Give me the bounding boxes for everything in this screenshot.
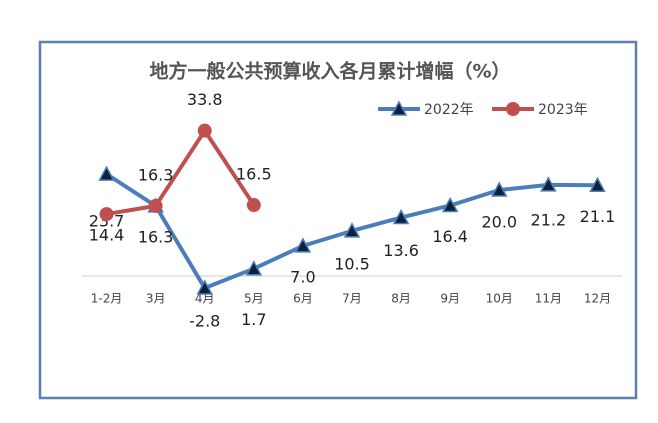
x-tick-label: 6月 xyxy=(293,292,313,306)
x-tick-label: 3月 xyxy=(146,292,166,306)
marker xyxy=(98,165,115,181)
data-label: 14.4 xyxy=(89,226,125,245)
data-label: 21.1 xyxy=(580,207,616,226)
marker xyxy=(99,207,114,222)
x-tick-label: 9月 xyxy=(440,292,460,306)
x-tick-label: 10月 xyxy=(486,292,513,306)
marker xyxy=(246,198,261,213)
marker xyxy=(148,198,163,213)
data-label: -2.8 xyxy=(189,312,220,331)
data-label: 16.3 xyxy=(138,227,174,246)
data-label: 1.7 xyxy=(241,310,266,329)
legend-label: 2022年 xyxy=(424,102,474,118)
x-tick-label: 11月 xyxy=(535,292,562,306)
data-label: 13.6 xyxy=(383,241,419,260)
legend-marker xyxy=(506,102,520,116)
marker xyxy=(589,176,606,193)
x-tick-label: 5月 xyxy=(244,292,264,306)
data-label: 33.8 xyxy=(187,90,223,109)
marker xyxy=(392,208,410,225)
marker xyxy=(441,196,459,213)
x-tick-label: 7月 xyxy=(342,292,362,306)
legend-marker xyxy=(390,100,408,116)
marker xyxy=(197,123,212,138)
marker xyxy=(540,176,557,192)
x-tick-label: 4月 xyxy=(195,292,215,306)
data-label: 10.5 xyxy=(334,254,370,273)
data-label: 16.3 xyxy=(138,165,174,184)
data-label: 21.2 xyxy=(531,210,567,229)
marker xyxy=(245,260,263,276)
data-label: 16.5 xyxy=(236,165,272,184)
x-tick-label: 1-2月 xyxy=(91,292,123,306)
marker xyxy=(294,237,312,253)
marker xyxy=(196,279,213,295)
data-label: 16.4 xyxy=(432,227,468,246)
x-tick-label: 12月 xyxy=(584,292,611,306)
series-line xyxy=(106,128,256,217)
chart-border xyxy=(38,40,638,400)
data-label: 20.0 xyxy=(481,213,517,232)
chart-title: 地方一般公共预算收入各月累计增幅（%） xyxy=(149,60,510,83)
marker xyxy=(491,181,508,197)
data-label: 23.7 xyxy=(89,212,125,231)
legend-label: 2023年 xyxy=(538,102,588,118)
data-label: 7.0 xyxy=(290,267,315,286)
x-tick-label: 8月 xyxy=(391,292,411,306)
marker xyxy=(343,222,361,238)
